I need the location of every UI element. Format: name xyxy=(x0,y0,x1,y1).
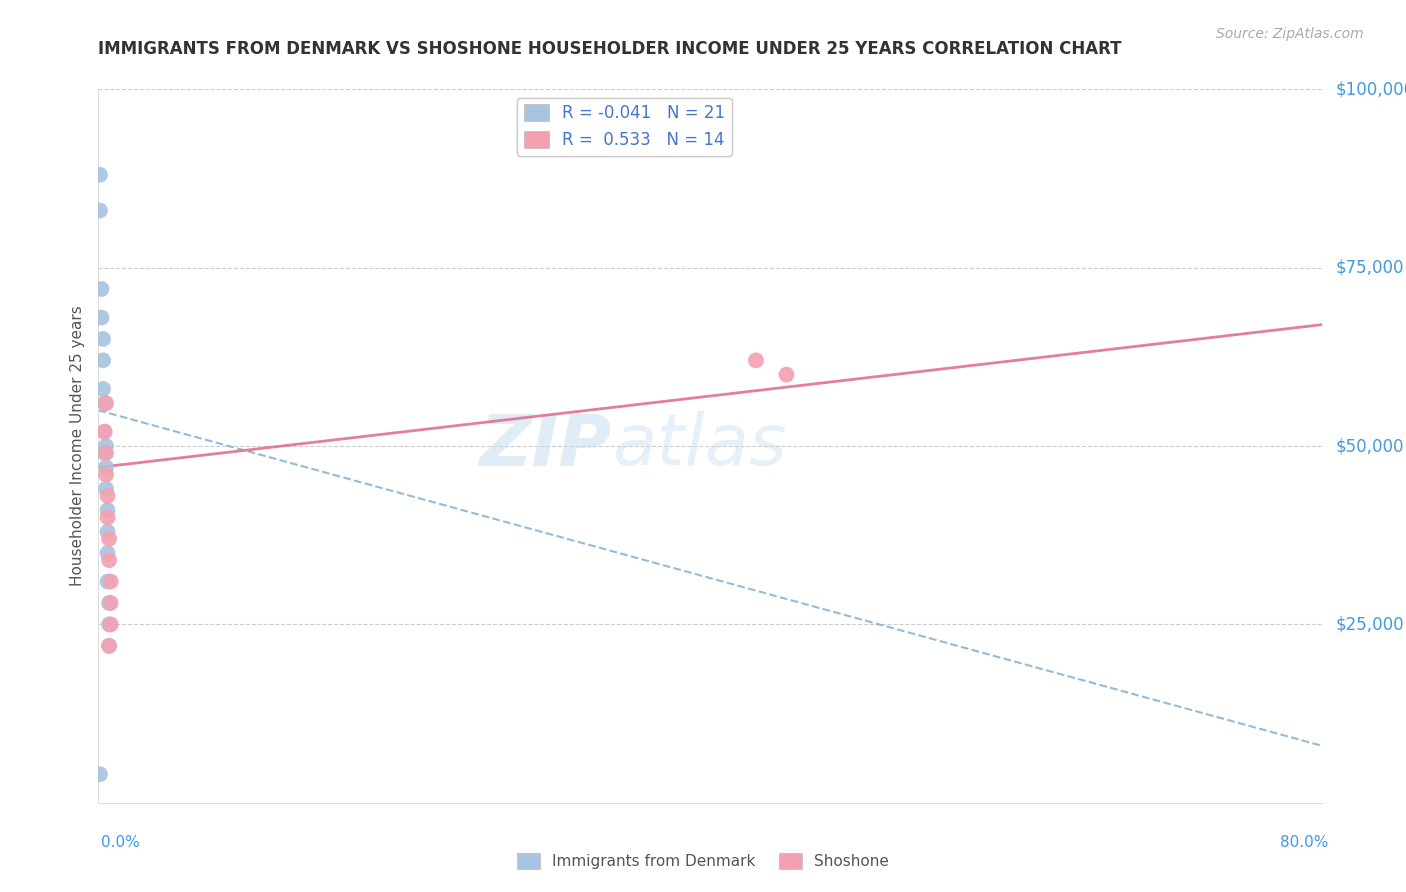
Point xyxy=(775,368,797,382)
Point xyxy=(98,553,121,567)
Legend: Immigrants from Denmark, Shoshone: Immigrants from Denmark, Shoshone xyxy=(512,847,894,875)
Point xyxy=(100,574,122,589)
Point xyxy=(98,532,121,546)
Point xyxy=(91,382,114,396)
Point xyxy=(91,332,114,346)
Point xyxy=(91,353,114,368)
Point xyxy=(100,617,122,632)
Point xyxy=(94,467,117,482)
Y-axis label: Householder Income Under 25 years: Householder Income Under 25 years xyxy=(69,306,84,586)
Point xyxy=(97,546,120,560)
Point xyxy=(89,168,111,182)
Text: $50,000: $50,000 xyxy=(1336,437,1405,455)
Point xyxy=(98,596,121,610)
Text: $100,000: $100,000 xyxy=(1336,80,1406,98)
Point xyxy=(100,596,122,610)
Text: 0.0%: 0.0% xyxy=(101,836,141,850)
Text: IMMIGRANTS FROM DENMARK VS SHOSHONE HOUSEHOLDER INCOME UNDER 25 YEARS CORRELATIO: IMMIGRANTS FROM DENMARK VS SHOSHONE HOUS… xyxy=(98,40,1122,58)
Point xyxy=(90,310,112,325)
Point xyxy=(93,425,115,439)
Text: 80.0%: 80.0% xyxy=(1281,836,1329,850)
Point xyxy=(97,489,120,503)
Legend: R = -0.041   N = 21, R =  0.533   N = 14: R = -0.041 N = 21, R = 0.533 N = 14 xyxy=(517,97,731,155)
Text: $75,000: $75,000 xyxy=(1336,259,1405,277)
Point xyxy=(97,574,120,589)
Point xyxy=(97,510,120,524)
Point xyxy=(98,639,121,653)
Text: Source: ZipAtlas.com: Source: ZipAtlas.com xyxy=(1216,27,1364,41)
Point xyxy=(94,396,117,410)
Point xyxy=(89,767,111,781)
Point xyxy=(89,203,111,218)
Point xyxy=(93,446,115,460)
Point xyxy=(745,353,768,368)
Text: ZIP: ZIP xyxy=(479,411,612,481)
Point xyxy=(93,425,115,439)
Point xyxy=(94,439,117,453)
Point xyxy=(98,639,121,653)
Point xyxy=(94,460,117,475)
Point xyxy=(94,446,117,460)
Text: atlas: atlas xyxy=(612,411,787,481)
Point xyxy=(90,282,112,296)
Point xyxy=(98,617,121,632)
Point xyxy=(93,396,115,410)
Point xyxy=(97,503,120,517)
Point xyxy=(97,524,120,539)
Text: $25,000: $25,000 xyxy=(1336,615,1405,633)
Point xyxy=(94,482,117,496)
